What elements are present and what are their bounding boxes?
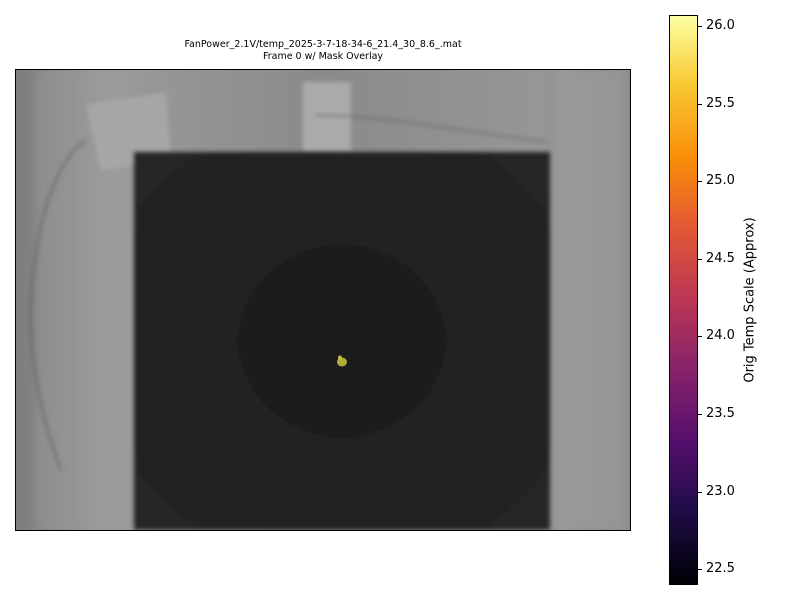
title-line-1: FanPower_2.1V/temp_2025-3-7-18-34-6_21.4… [184, 39, 462, 50]
colorbar-tick-label: 25.0 [706, 173, 735, 189]
colorbar-tick-label: 23.5 [706, 406, 735, 422]
colorbar-ticks: 22.5 23.0 23.5 24.0 24.5 25.0 25.5 26.0 [698, 15, 758, 585]
colorbar [669, 15, 698, 585]
colorbar-tick-label: 24.0 [706, 328, 735, 344]
colorbar-tick-label: 25.5 [706, 95, 735, 111]
thermal-image [16, 70, 630, 530]
tape-top [303, 82, 351, 152]
colorbar-tick-label: 26.0 [706, 17, 735, 33]
figure-title: FanPower_2.1V/temp_2025-3-7-18-34-6_21.4… [15, 39, 631, 63]
colorbar-tick-label: 22.5 [706, 561, 735, 577]
thermal-image-frame [15, 69, 631, 531]
tape-left [86, 92, 171, 170]
colorbar-tick-label: 24.5 [706, 250, 735, 266]
title-line-2: Frame 0 w/ Mask Overlay [262, 51, 384, 62]
dark-plate [134, 152, 550, 530]
colorbar-tick-label: 23.0 [706, 483, 735, 499]
colorbar-label: Orig Temp Scale (Approx) [742, 217, 758, 383]
